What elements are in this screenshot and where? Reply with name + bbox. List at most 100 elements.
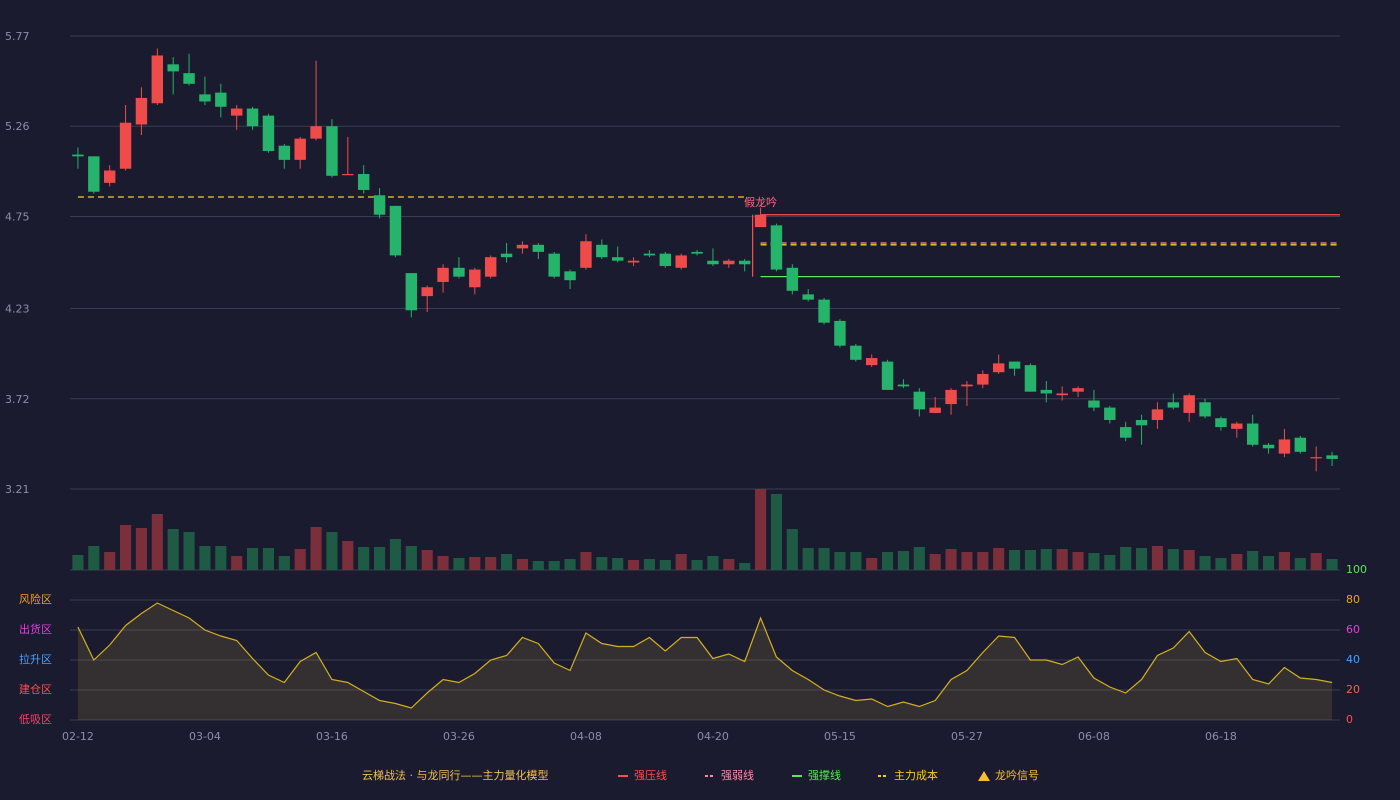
volume-bar [945,549,957,570]
indicator-tick-label: 40 [1346,653,1360,666]
volume-bar [167,529,179,570]
volume-bar [707,556,719,570]
volume-bar [929,554,941,570]
candle-body [500,253,513,258]
x-tick-label: 04-08 [570,730,602,743]
candle-body [421,287,433,297]
candle-body [199,94,211,102]
volume-bar [1024,550,1036,570]
indicator-tick-label: 100 [1346,563,1367,576]
candle-body [945,389,957,405]
candle-body [373,195,386,215]
y-tick-label: 5.26 [5,120,30,133]
volume-bar [1009,550,1021,570]
candle-body [659,253,672,267]
candle-body [643,253,656,256]
x-tick-label: 06-18 [1205,730,1237,743]
candle-body [469,269,481,288]
candle-body [484,257,497,277]
volume-bar [1294,558,1306,570]
candle-body [1278,439,1291,454]
volume-bar [993,548,1005,570]
volume-bar [1072,552,1084,570]
volume-bar [691,560,703,570]
volume-bar [913,547,925,570]
volume-bar [437,556,449,570]
candle-body [1104,407,1116,420]
indicator-tick-label: 60 [1346,623,1360,636]
candle-body [754,214,767,228]
candle-body [881,361,894,390]
legend-swatch [978,771,990,781]
volume-bar [675,554,687,570]
candle-body [865,358,878,366]
candle-body [1008,361,1021,369]
volume-bar [151,514,163,570]
candle-body [1072,388,1084,392]
candle-body [1135,419,1148,426]
candle-body [738,260,751,265]
volume-bar [374,547,386,570]
volume-bar [326,532,338,570]
volume-bar [1136,548,1148,570]
volume-bar [469,557,481,570]
x-tick-label: 06-08 [1078,730,1110,743]
zone-label: 风险区 [19,592,52,606]
volume-bar [88,546,100,570]
volume-bar [1088,553,1100,570]
volume-bar [199,546,211,570]
candle-body [246,108,259,127]
volume-bar [866,558,878,570]
volume-bar [247,548,259,570]
volume-bar [532,561,544,570]
candle-body [167,64,179,72]
candle-body [262,115,275,152]
volume-bar [453,558,465,570]
volume-bar [1040,549,1052,570]
candle-body [564,271,576,281]
volume-bar [643,559,655,570]
candle-body [1199,402,1211,417]
volume-bar [104,552,116,570]
candle-body [1056,393,1068,396]
candle-body [548,253,560,277]
candle-body [516,244,529,249]
candle-body [72,154,84,157]
volume-bar [834,552,846,570]
candle-body [437,267,449,282]
candle-body [961,384,973,387]
volume-bar [516,559,528,570]
candle-body [1167,402,1180,408]
x-tick-label: 05-27 [951,730,983,743]
volume-bar [977,552,989,570]
candle-body [119,122,132,169]
candle-body [596,244,608,258]
candle-body [850,345,862,360]
volume-bar [1104,555,1116,570]
volume-bar [135,528,147,570]
volume-bar [1231,554,1243,570]
candle-body [802,294,814,300]
candle-body [310,126,322,139]
candle-body [1231,423,1243,429]
candle-body [675,255,687,268]
x-tick-label: 03-04 [189,730,221,743]
volume-bar [659,560,671,570]
y-tick-label: 3.72 [5,393,30,406]
candle-body [326,126,338,176]
volume-bar [850,552,862,570]
candle-body [786,267,799,291]
volume-bar [612,558,624,570]
volume-bar [786,529,798,570]
candle-body [1310,457,1322,459]
volume-bar [120,525,132,570]
candle-body [357,174,370,190]
volume-bar [1278,552,1290,570]
volume-bar [882,552,894,570]
volume-bar [548,561,560,570]
y-tick-label: 4.75 [5,210,30,223]
volume-bar [1151,546,1163,570]
volume-bar [628,560,640,570]
